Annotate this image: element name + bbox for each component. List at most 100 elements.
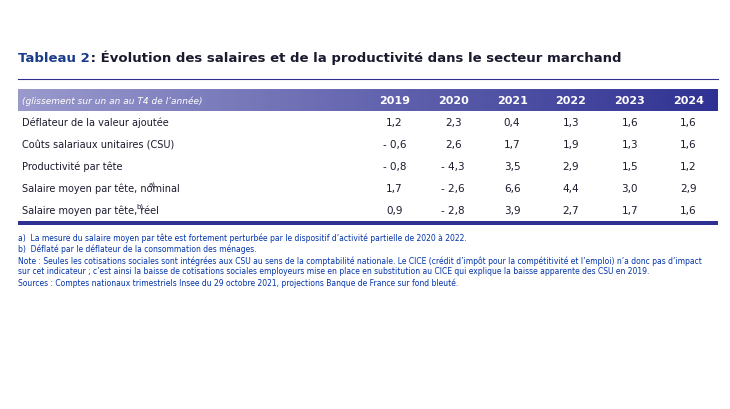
Text: Tableau 2: Tableau 2 [18, 52, 90, 65]
Bar [228, 90, 233, 112]
Bar [55, 90, 60, 112]
Bar [93, 90, 97, 112]
Text: 1,6: 1,6 [621, 118, 638, 128]
Bar [177, 90, 181, 112]
Text: 3,0: 3,0 [621, 184, 638, 193]
Bar [536, 90, 541, 112]
Bar [615, 90, 620, 112]
Bar [233, 90, 237, 112]
Bar [83, 90, 88, 112]
Bar [247, 90, 251, 112]
Text: 2,7: 2,7 [563, 205, 579, 216]
Bar [471, 90, 475, 112]
Text: Salaire moyen par tête, réel: Salaire moyen par tête, réel [22, 205, 159, 216]
Bar [79, 90, 83, 112]
Bar [415, 90, 419, 112]
Bar [475, 90, 480, 112]
Bar [429, 90, 434, 112]
Bar [237, 90, 242, 112]
Bar [578, 90, 583, 112]
Bar [526, 90, 531, 112]
Bar [452, 90, 457, 112]
Bar [32, 90, 36, 112]
Text: 0,9: 0,9 [386, 205, 403, 216]
Text: Sources : Comptes nationaux trimestriels Insee du 29 octobre 2021, projections B: Sources : Comptes nationaux trimestriels… [18, 277, 458, 287]
Bar [382, 90, 387, 112]
Text: 2023: 2023 [615, 96, 645, 106]
Bar [18, 178, 718, 200]
Bar [410, 90, 415, 112]
Bar [588, 90, 592, 112]
Text: 3,9: 3,9 [504, 205, 520, 216]
Text: 2,9: 2,9 [563, 162, 579, 172]
Bar [709, 90, 713, 112]
Text: 1,6: 1,6 [680, 118, 697, 128]
Text: 2,9: 2,9 [680, 184, 697, 193]
Bar [466, 90, 471, 112]
Bar [401, 90, 405, 112]
Bar [354, 90, 358, 112]
Text: 4,4: 4,4 [563, 184, 579, 193]
Bar [373, 90, 377, 112]
Bar [634, 90, 639, 112]
Bar [666, 90, 672, 112]
Bar [191, 90, 196, 112]
Bar [312, 90, 317, 112]
Bar [18, 112, 718, 134]
Bar [461, 90, 466, 112]
Bar [583, 90, 588, 112]
Text: Productivité par tête: Productivité par tête [22, 162, 123, 172]
Bar [643, 90, 648, 112]
Text: 6,6: 6,6 [504, 184, 520, 193]
Bar [457, 90, 461, 112]
Bar [503, 90, 508, 112]
Bar [200, 90, 204, 112]
Bar [112, 90, 116, 112]
Bar [181, 90, 186, 112]
Bar [102, 90, 107, 112]
Bar [18, 200, 718, 221]
Bar [172, 90, 177, 112]
Bar [204, 90, 210, 112]
Text: 1,3: 1,3 [563, 118, 579, 128]
Bar [251, 90, 256, 112]
Bar [265, 90, 270, 112]
Bar [573, 90, 578, 112]
Bar [713, 90, 718, 112]
Bar [434, 90, 438, 112]
Bar [396, 90, 401, 112]
Bar [508, 90, 512, 112]
Bar [648, 90, 653, 112]
Bar [596, 90, 602, 112]
Bar [657, 90, 662, 112]
Bar [569, 90, 573, 112]
Bar [541, 90, 545, 112]
Bar [331, 90, 335, 112]
Bar [629, 90, 634, 112]
Bar [485, 90, 489, 112]
Bar [442, 90, 447, 112]
Text: 1,2: 1,2 [386, 118, 403, 128]
Bar [699, 90, 704, 112]
Text: Déflateur de la valeur ajoutée: Déflateur de la valeur ajoutée [22, 117, 169, 128]
Text: - 0,8: - 0,8 [383, 162, 406, 172]
Text: Salaire moyen par tête, nominal: Salaire moyen par tête, nominal [22, 183, 180, 194]
Text: 1,6: 1,6 [680, 139, 697, 150]
Text: - 4,3: - 4,3 [442, 162, 465, 172]
Bar [42, 90, 46, 112]
Bar [564, 90, 569, 112]
Bar [317, 90, 321, 112]
Text: b)  Déflaté par le déflateur de la consommation des ménages.: b) Déflaté par le déflateur de la consom… [18, 245, 257, 254]
Bar [270, 90, 274, 112]
Bar [340, 90, 345, 112]
Text: 3,5: 3,5 [504, 162, 520, 172]
Bar [219, 90, 223, 112]
Bar [620, 90, 625, 112]
Bar [274, 90, 280, 112]
Bar [424, 90, 429, 112]
Bar [256, 90, 261, 112]
Bar [480, 90, 485, 112]
Bar [676, 90, 680, 112]
Bar [522, 90, 526, 112]
Bar [60, 90, 65, 112]
